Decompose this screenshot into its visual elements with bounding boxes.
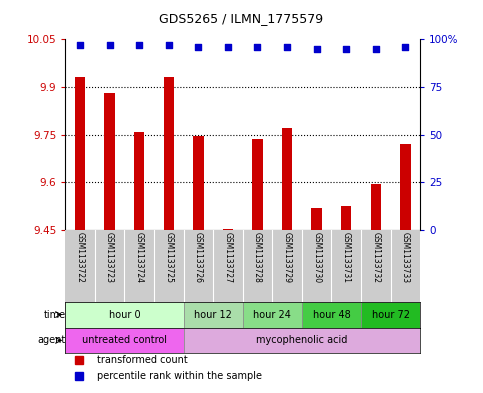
Text: GSM1133731: GSM1133731 [342,232,351,283]
Bar [302,302,361,327]
Text: agent: agent [37,335,66,345]
Text: GDS5265 / ILMN_1775579: GDS5265 / ILMN_1775579 [159,12,324,25]
Point [283,44,291,50]
Bar [252,140,263,230]
Text: GSM1133725: GSM1133725 [164,232,173,283]
Bar [134,132,144,230]
Bar [184,327,420,353]
Text: hour 72: hour 72 [371,310,410,320]
Text: GSM1133726: GSM1133726 [194,232,203,283]
Text: GSM1133730: GSM1133730 [312,232,321,283]
Point [401,44,409,50]
Text: GSM1133733: GSM1133733 [401,232,410,283]
Bar [75,77,85,230]
Bar [242,302,302,327]
Bar [65,327,184,353]
Text: transformed count: transformed count [97,355,188,365]
Text: untreated control: untreated control [82,335,167,345]
Point [135,42,143,48]
Text: hour 12: hour 12 [194,310,232,320]
Point [76,42,84,48]
Point [195,44,202,50]
Text: hour 24: hour 24 [254,310,291,320]
Bar [282,129,292,230]
Text: percentile rank within the sample: percentile rank within the sample [97,371,262,381]
Point [224,44,232,50]
Bar [223,228,233,230]
Point [342,46,350,52]
Text: GSM1133732: GSM1133732 [371,232,380,283]
Text: GSM1133723: GSM1133723 [105,232,114,283]
Text: mycophenolic acid: mycophenolic acid [256,335,348,345]
Text: hour 0: hour 0 [109,310,140,320]
Point [313,46,321,52]
Text: GSM1133729: GSM1133729 [283,232,292,283]
Bar [104,94,115,230]
Bar [164,77,174,230]
Point [106,42,114,48]
Text: GSM1133722: GSM1133722 [75,232,85,283]
Text: GSM1133724: GSM1133724 [135,232,143,283]
Bar [361,302,420,327]
Point [372,46,380,52]
Bar [193,136,203,230]
Text: GSM1133728: GSM1133728 [253,232,262,283]
Bar [341,206,352,230]
Bar [400,144,411,230]
Bar [184,302,242,327]
Bar [65,302,184,327]
Text: GSM1133727: GSM1133727 [224,232,232,283]
Point [254,44,261,50]
Text: hour 48: hour 48 [313,310,350,320]
Bar [312,208,322,230]
Bar [370,184,381,230]
Text: time: time [43,310,66,320]
Point [165,42,172,48]
